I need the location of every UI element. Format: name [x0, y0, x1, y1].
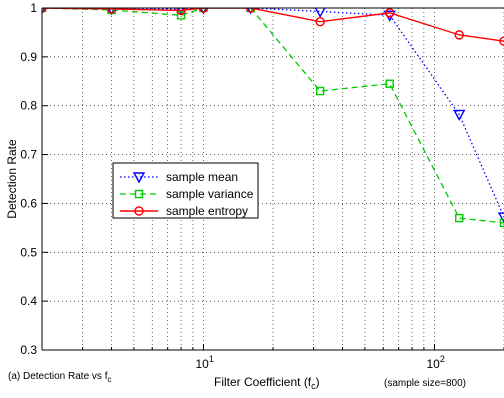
y-tick-label: 0.5	[20, 245, 37, 259]
figure-caption: (a) Detection Rate vs fc	[8, 371, 111, 384]
y-tick-label: 0.9	[20, 50, 37, 64]
x-axis-label: Filter Coefficient (fc)	[214, 375, 320, 391]
sample-mean-point	[499, 213, 504, 222]
y-tick-label: 0.8	[20, 99, 37, 113]
series-layer	[37, 4, 504, 226]
sample-mean-point	[315, 7, 325, 16]
axes-layer	[42, 8, 504, 350]
y-tick-label: 1	[30, 1, 37, 15]
y-tick-label: 0.4	[20, 294, 37, 308]
sample-entropy-legend-label: sample entropy	[166, 204, 248, 218]
sample-size-note: (sample size=800)	[384, 378, 466, 389]
x-tick-label: 102	[426, 354, 444, 371]
sample-mean-legend-label: sample mean	[166, 170, 238, 184]
y-tick-label: 0.7	[20, 148, 37, 162]
x-tick-label: 101	[195, 354, 213, 371]
y-axis-label: Detection Rate	[5, 139, 19, 219]
y-tick-label: 0.3	[20, 343, 37, 357]
y-tick-label: 0.6	[20, 196, 37, 210]
legend: sample mean sample variance sample entropy	[113, 163, 258, 218]
sample-variance-legend-label: sample variance	[166, 187, 254, 201]
grid-layer	[42, 8, 504, 350]
